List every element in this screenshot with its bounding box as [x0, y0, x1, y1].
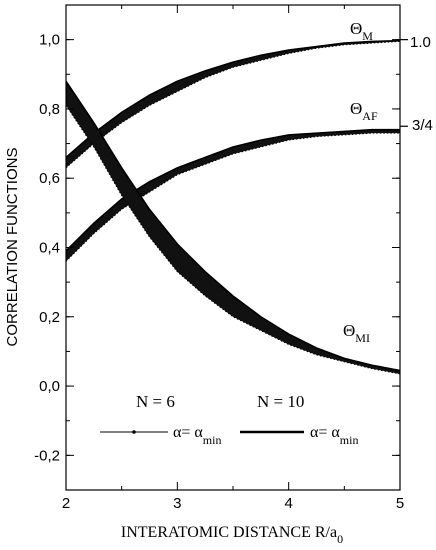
- legend-n6: N = 6: [136, 392, 175, 411]
- y-tick-label: 0,2: [39, 309, 60, 326]
- right-tick-label-1: 1.0: [410, 34, 431, 51]
- band-lower-line-m: [65, 40, 401, 169]
- curve-label-mi: ΘMI: [343, 321, 370, 345]
- y-tick-label: 0,6: [39, 170, 60, 187]
- band-m: [66, 40, 400, 168]
- legend-marker-thin: [132, 430, 136, 434]
- band-mi: [66, 81, 400, 374]
- legend-alpha-thin: α= αmin: [173, 424, 221, 447]
- x-tick-label: 4: [284, 495, 292, 512]
- legend-n10: N = 10: [257, 392, 304, 411]
- legend-alpha-thick: α= αmin: [310, 424, 358, 447]
- y-axis-title: CORRELATION FUNCTIONS: [4, 148, 21, 347]
- right-tick-label-3-4: 3/4: [412, 117, 433, 134]
- x-axis-title: INTERATOMIC DISTANCE R/a0: [121, 524, 343, 546]
- plot-border: [65, 4, 401, 491]
- y-tick-label: 0,0: [39, 378, 60, 395]
- plot-frame: [65, 4, 401, 491]
- band-af: [66, 129, 400, 262]
- curve-label-af: ΘAF: [350, 99, 378, 123]
- band-upper-line-mi: [65, 80, 401, 372]
- y-tick-label: -0,2: [34, 447, 60, 464]
- x-tick-label: 5: [396, 495, 404, 512]
- x-tick-label: 3: [173, 495, 181, 512]
- y-tick-label: 0,4: [39, 240, 60, 257]
- band-upper-line-m: [65, 39, 401, 159]
- curve-label-m: ΘM: [350, 19, 373, 43]
- band-lower-line-mi: [65, 105, 401, 375]
- x-tick-label: 2: [62, 495, 70, 512]
- band-upper-line-af: [65, 128, 400, 252]
- legend: N = 6 N = 10 α= αmin α= αmin: [100, 392, 358, 447]
- bands-layer: [65, 39, 401, 375]
- ticks-layer: 2 3 4 5 -0,2 0,0 0,2 0,4 0,6 0,8 1,0: [34, 4, 408, 512]
- y-tick-label: 0,8: [39, 101, 60, 118]
- y-tick-label: 1,0: [39, 32, 60, 49]
